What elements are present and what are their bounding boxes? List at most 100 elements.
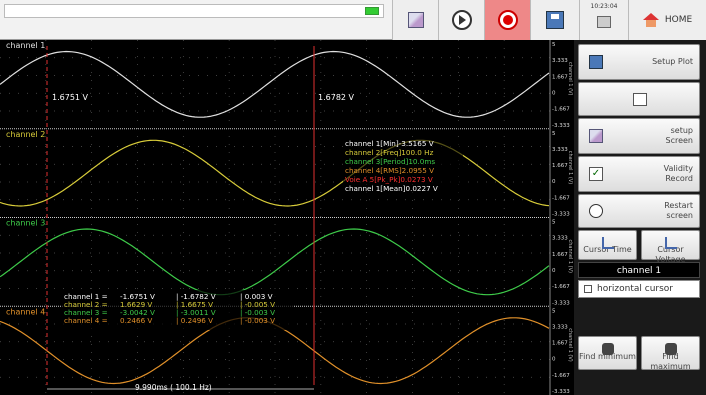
play-button[interactable] xyxy=(438,0,484,40)
chart-icon xyxy=(407,12,424,28)
cursor-voltage-button[interactable]: Cursor Voltage xyxy=(641,230,700,264)
clock-time: 10:23:04 xyxy=(590,3,618,10)
cursor-voltage-icon xyxy=(664,237,677,249)
top-toolbar: 10:23:04 HOME xyxy=(0,0,706,40)
cursor-table-cell: | -0.005 V xyxy=(240,300,275,309)
restart-screen-label: Restart screen xyxy=(664,201,693,220)
fullscreen-icon xyxy=(633,93,647,106)
scale-tick: 1.667 xyxy=(552,74,568,80)
cursor-table: channel 1 = -1.6751 V | -1.6782 V | 0.003 V… xyxy=(62,290,294,330)
measurement-line: channel 4[RMS]2.0955 V xyxy=(345,166,434,175)
binoculars-icon xyxy=(664,343,677,355)
measurement-line: channel 3[Period]10.0ms xyxy=(345,157,435,166)
measurement-line: channel 1[Mean]0.0227 V xyxy=(345,184,438,193)
cursor-table-cell: 0.2466 V xyxy=(120,316,152,325)
home-icon xyxy=(642,13,659,27)
home-label: HOME xyxy=(664,15,693,25)
scale-unit: channel 1 (V) xyxy=(567,62,573,96)
setup-plot-label: Setup Plot xyxy=(652,57,693,66)
scale-tick: -1.667 xyxy=(552,107,570,113)
find-minimum-button[interactable]: Find minimum xyxy=(578,336,637,370)
find-maximum-label: Find maximum xyxy=(650,352,691,371)
play-icon xyxy=(589,204,603,218)
scale-tick: 3.333 xyxy=(552,236,568,242)
measurement-line: channel 1[Min]-3.5165 V xyxy=(345,139,434,148)
cursor-table-cell: -1.6751 V xyxy=(120,292,155,301)
scale-tick: 1.667 xyxy=(552,163,568,169)
restart-screen-button[interactable]: Restart screen xyxy=(578,194,700,228)
validity-record-label: Validity Record xyxy=(663,164,693,183)
channel-label-4: channel 4 xyxy=(6,307,45,316)
fullscreen-button[interactable] xyxy=(578,82,700,116)
channel-label-2: channel 2 xyxy=(6,130,45,139)
cursor-table-bg xyxy=(62,290,294,330)
selected-channel-select[interactable]: channel 1 xyxy=(578,262,700,278)
cursor-table-cell: 1.6629 V xyxy=(120,300,152,309)
scale-unit: channel 1 (V) xyxy=(567,240,573,274)
scale-tick: 3.333 xyxy=(552,324,568,330)
scale-tick: 0 xyxy=(552,179,556,185)
scale-tick: 5 xyxy=(552,42,556,48)
cursor-table-cell: channel 4 = xyxy=(64,316,108,325)
status-field xyxy=(4,4,384,18)
scale-tick: 5 xyxy=(552,308,556,314)
cursor-table-cell: | 0.003 V xyxy=(240,292,273,301)
cursor-time-icon xyxy=(601,237,614,249)
cursor-table-cell: | -1.6782 V xyxy=(176,292,216,301)
cursor-1-value: 1.6751 V xyxy=(52,93,89,102)
cursor-time-button[interactable]: Cursor Time xyxy=(578,230,637,260)
scale-tick: 0 xyxy=(552,268,556,274)
checkbox-box xyxy=(584,285,592,293)
horizontal-cursor-label: horizontal cursor xyxy=(597,284,673,294)
scale-tick: -1.667 xyxy=(552,195,570,201)
cursor-table-cell: channel 2 = xyxy=(64,300,108,309)
scale-tick: 3.333 xyxy=(552,147,568,153)
scale-tick: -1.667 xyxy=(552,373,570,379)
oscilloscope-plot[interactable]: 5 3.333 1.667 0 -1.667 -3.333 channel 1 (V) 5 3.… xyxy=(0,40,574,395)
scale-tick: -3.333 xyxy=(552,389,570,395)
cursor-voltage-label: Cursor Voltage xyxy=(655,245,686,264)
floppy-icon xyxy=(589,55,603,69)
scale-tick: 3.333 xyxy=(552,58,568,64)
find-maximum-button[interactable]: Find maximum xyxy=(641,336,700,371)
waveform-3 xyxy=(0,228,550,296)
waveform-2 xyxy=(0,139,550,207)
cursor-table-cell: | 0.2496 V xyxy=(176,316,213,325)
scale-tick: 1.667 xyxy=(552,252,568,258)
scale-tick: 0 xyxy=(552,90,556,96)
scale-tick: 5 xyxy=(552,131,556,137)
scale-tick: -3.333 xyxy=(552,300,570,306)
chart-icon xyxy=(589,129,603,143)
validity-record-button[interactable]: ✓ Validity Record xyxy=(578,156,700,192)
screen-setup-button[interactable] xyxy=(392,0,438,40)
horizontal-cursor-checkbox[interactable]: horizontal cursor xyxy=(578,280,700,298)
scale-tick: -3.333 xyxy=(552,212,570,218)
scale-tick: 0 xyxy=(552,357,556,363)
save-button[interactable] xyxy=(530,0,579,40)
cursor-2-value: 1.6782 V xyxy=(318,93,355,102)
channel-label-3: channel 3 xyxy=(6,219,45,228)
measurement-line: Voie A 5[Pk_Pk]0.0273 V xyxy=(345,175,433,184)
cursor-table-cell: | -0.003 V xyxy=(240,308,275,317)
setup-screen-button[interactable]: setup Screen xyxy=(578,118,700,154)
home-button[interactable]: HOME xyxy=(628,0,706,40)
scale-unit: channel 1 (V) xyxy=(567,328,573,362)
cursor-table-cell: channel 1 = xyxy=(64,292,108,301)
scale-tick: -3.333 xyxy=(552,123,570,129)
cursor-table-cell: channel 3 = xyxy=(64,308,108,317)
record-button[interactable] xyxy=(484,0,530,40)
clock-display: 10:23:04 xyxy=(579,0,628,40)
cursor-delta-label: 9.990ms ( 100.1 Hz) xyxy=(135,383,212,392)
channel-scales: 5 3.333 1.667 0 -1.667 -3.333 channel 1 (V) 5 3.… xyxy=(549,40,573,395)
setup-plot-button[interactable]: Setup Plot xyxy=(578,44,700,80)
device-icon xyxy=(597,16,611,28)
binoculars-icon xyxy=(601,343,614,355)
cursor-table-cell: | -3.0011 V xyxy=(176,308,216,317)
measurements-bg xyxy=(343,138,463,196)
find-minimum-label: Find minimum xyxy=(579,352,636,361)
battery-icon xyxy=(365,7,379,15)
cursor-table-cell: | 1.6675 V xyxy=(176,300,213,309)
measurement-line: channel 2[Freq]100.0 Hz xyxy=(345,148,434,157)
cursor-table-cell: | -0.003 V xyxy=(240,316,275,325)
